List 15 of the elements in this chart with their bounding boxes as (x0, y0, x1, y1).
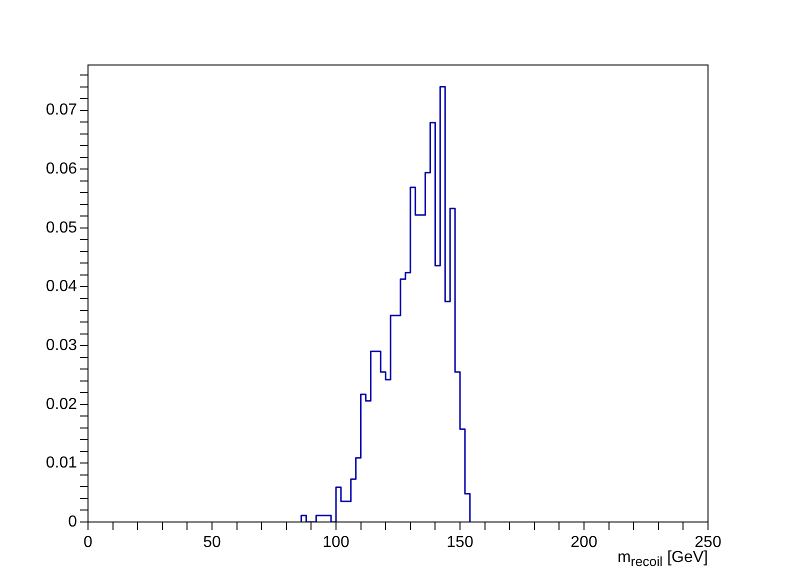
y-tick-label: 0.01 (46, 454, 78, 472)
x-tick-label: 200 (570, 534, 598, 552)
y-tick-label: 0.05 (46, 219, 78, 236)
x-tick-label: 250 (694, 534, 722, 552)
y-tick-label: 0.03 (46, 336, 78, 354)
x-tick-label: 50 (203, 534, 221, 552)
y-tick-label: 0 (68, 513, 78, 530)
y-tick-label: 0.04 (46, 278, 78, 296)
x-tick-label: 0 (84, 534, 93, 552)
x-tick-label: 100 (322, 534, 350, 552)
y-tick-label: 0.02 (46, 396, 78, 413)
x-tick-label: 150 (446, 534, 474, 552)
y-tick-label: 0.06 (46, 160, 78, 178)
y-tick-label: 0.07 (46, 102, 78, 119)
x-axis-title: m$_{recoil}$ [GeV] (617, 549, 708, 572)
